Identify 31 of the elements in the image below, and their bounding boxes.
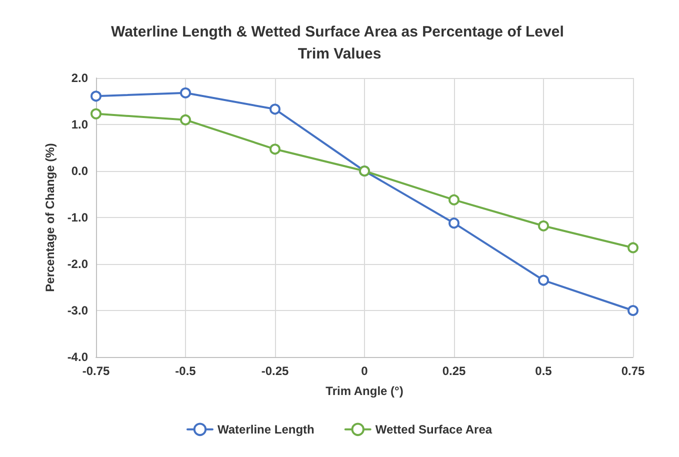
- point: [180, 114, 191, 126]
- x-tick-label: -0.25: [261, 364, 289, 378]
- point: [90, 90, 102, 102]
- x-tick-label: 0: [361, 364, 368, 378]
- y-tick-label: -1.0: [67, 210, 88, 224]
- x-tick-label: -0.5: [175, 364, 196, 378]
- point: [628, 305, 638, 316]
- x-tick-label: 0.5: [535, 364, 552, 378]
- y-tick-label: 2.0: [71, 71, 88, 85]
- y-tick-label: -2.0: [67, 257, 88, 271]
- point: [628, 242, 638, 254]
- point: [448, 194, 460, 206]
- x-axis-title: Trim Angle (°): [326, 384, 404, 398]
- x-tick-label: 0.25: [442, 364, 466, 378]
- point: [180, 87, 191, 98]
- legend-label: Waterline Length: [217, 422, 314, 436]
- x-tick-label: -0.75: [82, 364, 110, 378]
- y-tick-label: -3.0: [67, 304, 88, 318]
- y-tick-label: 0.0: [71, 164, 88, 178]
- point: [270, 104, 280, 115]
- y-tick-label: -4.0: [67, 350, 88, 364]
- y-tick-label: 1.0: [71, 118, 88, 132]
- legend-label: Wetted Surface Area: [375, 422, 492, 436]
- x-tick-label: 0.75: [621, 364, 645, 378]
- point: [538, 220, 549, 232]
- chart-title: Waterline Length & Wetted Surface Area as Percentage of Level Trim Values: [110, 24, 568, 62]
- point: [538, 274, 549, 286]
- point: [270, 144, 280, 155]
- point: [90, 108, 102, 120]
- point: [448, 218, 460, 229]
- y-axis-title: Percentage of Change (%): [43, 143, 57, 292]
